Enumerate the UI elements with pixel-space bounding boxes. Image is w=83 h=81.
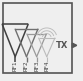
Text: TX: TX <box>56 41 68 50</box>
Text: RF4: RF4 <box>44 61 49 71</box>
Polygon shape <box>72 43 77 48</box>
Text: RF1: RF1 <box>13 61 18 71</box>
Text: RF2: RF2 <box>24 61 29 71</box>
Text: RF3: RF3 <box>34 61 39 71</box>
FancyBboxPatch shape <box>3 3 72 73</box>
